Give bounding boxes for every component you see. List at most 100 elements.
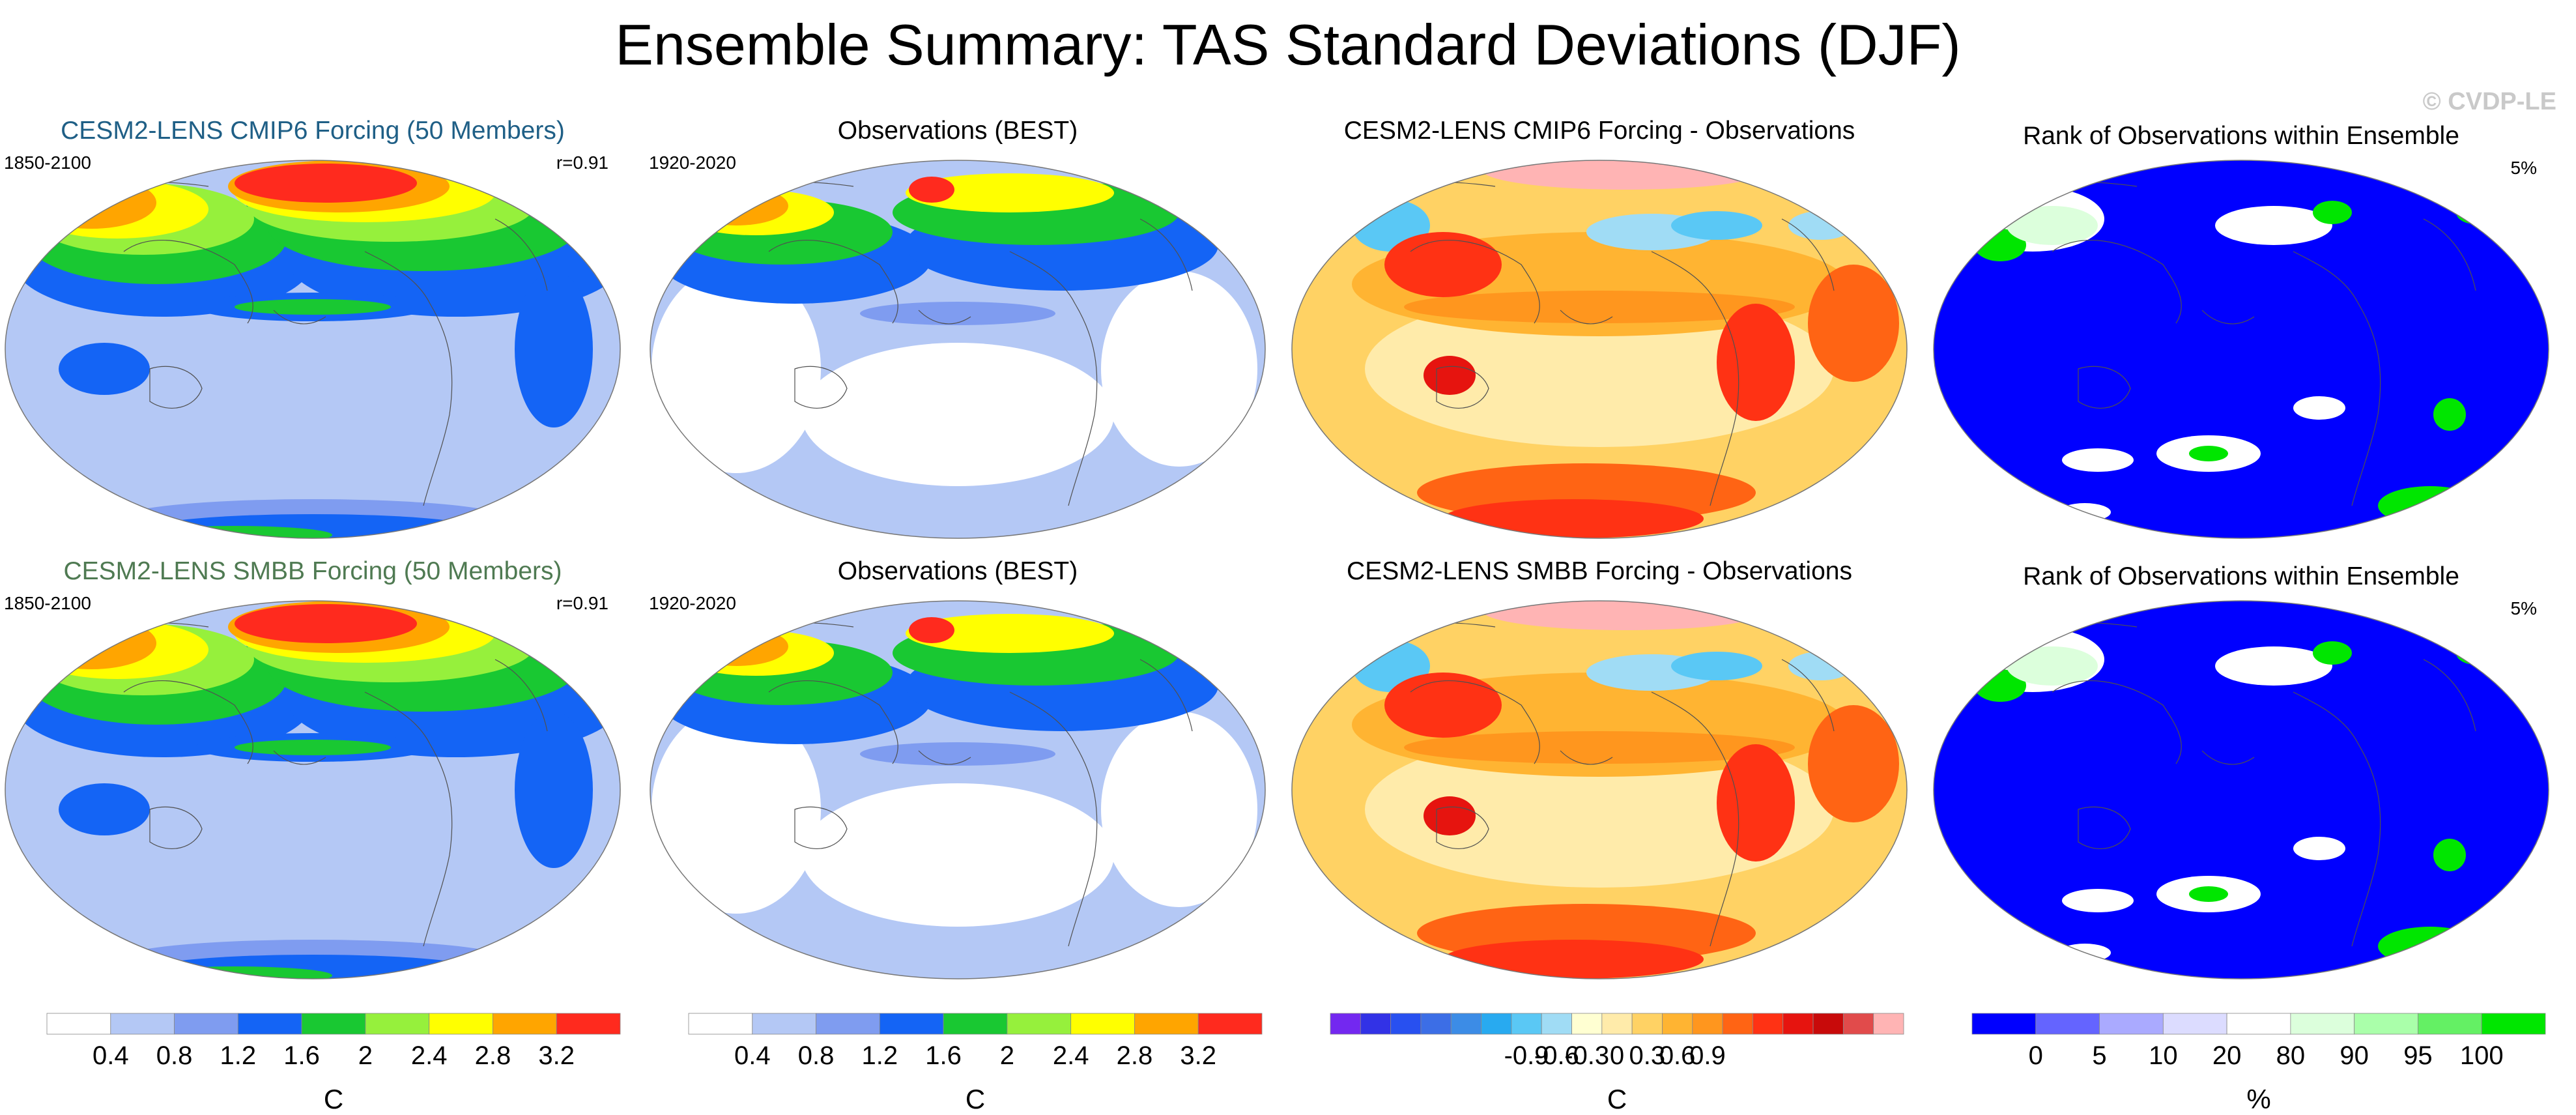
map-border	[650, 160, 1266, 539]
field-region	[801, 343, 1114, 486]
field-region	[906, 173, 1114, 212]
map-rank-smbb	[1933, 600, 2549, 979]
field-region	[1671, 211, 1762, 240]
field-region	[235, 164, 417, 203]
colorbar-swatch	[429, 1013, 493, 1035]
colorbar-swatch	[493, 1013, 557, 1035]
colorbar-swatch	[2418, 1013, 2482, 1035]
coastline	[123, 240, 253, 324]
field-region	[2293, 837, 2345, 860]
field-region	[1717, 744, 1795, 862]
map-model-smbb	[5, 600, 621, 979]
map-obs-row1	[650, 160, 1266, 539]
field-region	[2293, 396, 2345, 420]
field-region	[2313, 641, 2352, 665]
colorbar-tick-label: 0	[2029, 1041, 2043, 1070]
colorbar-sd-obs: 0.4 0.8 1.2 1.6 2 2.4 2.8 3.2 C	[682, 1007, 1268, 1114]
panel-rank-pct: 5%	[2510, 598, 2537, 618]
coastline	[2078, 806, 2131, 849]
field-region	[2456, 201, 2495, 224]
colorbar-swatch	[1390, 1013, 1422, 1035]
field-region	[1101, 271, 1257, 467]
colorbar-tick-label: 80	[2276, 1041, 2306, 1070]
colorbar-swatch	[1450, 1013, 1481, 1035]
colorbar-tick-label: 1.2	[862, 1041, 898, 1070]
coastline	[1139, 218, 1193, 291]
coastline	[1560, 750, 1613, 765]
field-region	[2007, 206, 2098, 245]
map-border	[1933, 600, 2549, 979]
colorbar-swatch	[1007, 1013, 1072, 1035]
panel-period: 1920-2020	[649, 152, 736, 173]
map-field	[5, 160, 620, 538]
colorbar-swatch	[1197, 1013, 1263, 1035]
colorbar-tick-label: 2.4	[411, 1041, 448, 1070]
field-region	[684, 627, 788, 666]
field-region	[26, 177, 117, 216]
field-region	[2215, 646, 2332, 686]
panel-diff-row1: CESM2-LENS CMIP6 Forcing - Observations	[1287, 115, 1912, 558]
colorbar-swatch	[2354, 1013, 2418, 1035]
coastline	[768, 680, 898, 764]
field-region	[2189, 446, 2228, 461]
colorbar-strip: -0.9-0.6-0.3 0 0.30.60.9	[1330, 1013, 1904, 1070]
field-region	[235, 299, 391, 315]
map-rank-cmip6	[1933, 160, 2549, 539]
coastline	[1139, 659, 1193, 732]
field-region	[2062, 448, 2134, 472]
field-region	[1424, 796, 1476, 835]
colorbar-swatch	[1511, 1013, 1542, 1035]
cvdp-watermark: © CVDP-LE	[2422, 88, 2556, 115]
field-region	[1671, 652, 1762, 680]
map-field	[1292, 160, 1907, 538]
field-region	[1424, 356, 1476, 395]
coastline	[1436, 806, 1489, 849]
colorbar-tick-label: 0.4	[93, 1041, 129, 1070]
field-region	[235, 740, 391, 755]
colorbar-tick-label: 3.2	[1180, 1041, 1216, 1070]
panel-rank-pct: 5%	[2510, 158, 2537, 178]
field-region	[1482, 601, 1769, 630]
colorbar-tick-label: 20	[2212, 1041, 2242, 1070]
colorbar-strip: 0.4 0.8 1.2 1.6 2 2.4 2.8 3.2	[688, 1013, 1263, 1070]
map-border	[1933, 160, 2549, 539]
field-region	[860, 302, 1055, 325]
colorbar-swatch	[2099, 1013, 2164, 1035]
coastline	[2052, 240, 2182, 324]
colorbar-rank: 0 5 10 20 80 90 95 100 %	[1966, 1007, 2552, 1114]
colorbar-tick-label: 0.6	[1659, 1041, 1696, 1070]
colorbar-strip: 0.4 0.8 1.2 1.6 2 2.4 2.8 3.2	[46, 1013, 621, 1070]
coastline	[1009, 251, 1098, 506]
field-region	[801, 783, 1114, 927]
field-region	[1482, 160, 1769, 190]
coastline	[2201, 310, 2255, 325]
field-region	[26, 617, 156, 669]
colorbar-swatch	[1481, 1013, 1512, 1035]
field-region	[1717, 304, 1795, 421]
panel-title: CESM2-LENS SMBB Forcing (50 Members)	[63, 557, 562, 585]
colorbar-tick-label: 95	[2403, 1041, 2433, 1070]
map-field	[650, 601, 1265, 979]
field-region	[2433, 398, 2466, 431]
field-region	[909, 617, 954, 643]
panel-period: 1850-2100	[4, 593, 91, 613]
coastline	[1410, 680, 1540, 764]
colorbar-tick-label: -0.3	[1564, 1041, 1609, 1070]
colorbar-tick-label: 1.6	[283, 1041, 320, 1070]
panel-rank-row2: Rank of Observations within Ensemble 5%	[1928, 555, 2554, 998]
field-region	[651, 705, 821, 914]
field-region	[1808, 705, 1899, 822]
map-border	[5, 600, 621, 979]
colorbar-tick-label: 3.2	[538, 1041, 575, 1070]
colorbar-swatch	[174, 1013, 238, 1035]
field-region	[860, 742, 1055, 766]
coastline	[2078, 366, 2131, 409]
field-region	[2456, 641, 2495, 665]
map-field	[5, 601, 620, 979]
colorbar-strip: 0 5 10 20 80 90 95 100	[1971, 1013, 2546, 1070]
colorbar-swatch	[1722, 1013, 1753, 1035]
field-region	[1404, 291, 1795, 323]
coastline	[2293, 691, 2381, 947]
colorbar-swatch	[110, 1013, 175, 1035]
colorbar-swatch	[816, 1013, 880, 1035]
